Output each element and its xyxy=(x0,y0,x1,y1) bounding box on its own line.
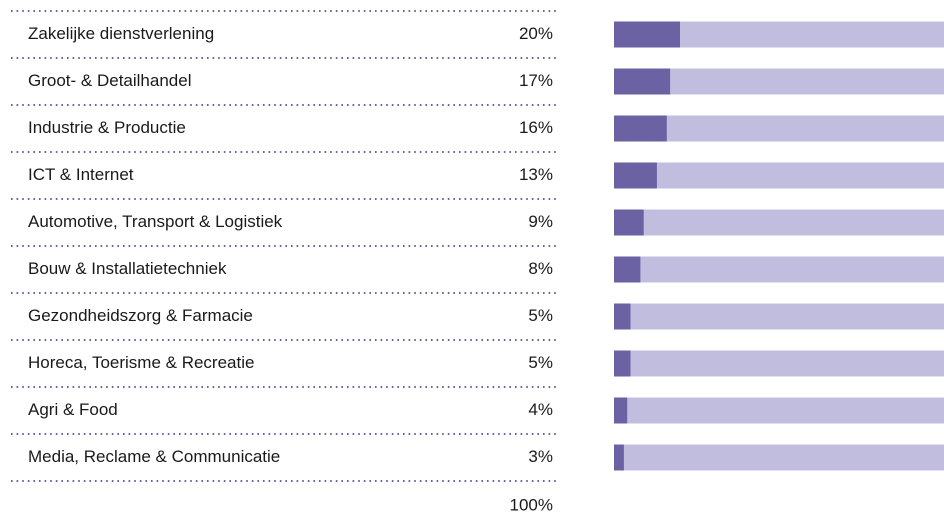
value-label: 17% xyxy=(519,71,553,90)
category-label: Bouw & Installatietechniek xyxy=(28,259,227,278)
bar xyxy=(614,303,631,330)
bar-track xyxy=(614,256,944,283)
bar xyxy=(614,21,680,48)
bar-track xyxy=(614,115,944,142)
category-label: Agri & Food xyxy=(28,400,118,419)
value-label: 8% xyxy=(528,259,553,278)
value-label: 3% xyxy=(528,447,553,466)
value-label: 5% xyxy=(528,353,553,372)
value-label: 16% xyxy=(519,118,553,137)
category-label: Automotive, Transport & Logistiek xyxy=(28,212,283,231)
bar-track xyxy=(614,303,944,330)
category-label: Groot- & Detailhandel xyxy=(28,71,191,90)
category-label: ICT & Internet xyxy=(28,165,134,184)
bar xyxy=(614,209,644,236)
bar-track xyxy=(614,209,944,236)
category-label: Horeca, Toerisme & Recreatie xyxy=(28,353,254,372)
total-label: 100% xyxy=(510,495,553,513)
category-label: Industrie & Productie xyxy=(28,118,186,137)
bar xyxy=(614,444,624,471)
bar-track xyxy=(614,350,944,377)
bar xyxy=(614,256,641,283)
category-label: Zakelijke dienstverlening xyxy=(28,24,214,43)
bar xyxy=(614,115,667,142)
bar xyxy=(614,397,628,424)
value-label: 9% xyxy=(528,212,553,231)
value-label: 4% xyxy=(528,400,553,419)
category-label: Media, Reclame & Communicatie xyxy=(28,447,280,466)
value-label: 13% xyxy=(519,165,553,184)
category-label: Gezondheidszorg & Farmacie xyxy=(28,306,253,325)
bar-track xyxy=(614,444,944,471)
bar xyxy=(614,68,671,95)
bar-track xyxy=(614,162,944,189)
bar-track xyxy=(614,397,944,424)
value-label: 5% xyxy=(528,306,553,325)
bar xyxy=(614,350,631,377)
bar xyxy=(614,162,657,189)
value-label: 20% xyxy=(519,24,553,43)
